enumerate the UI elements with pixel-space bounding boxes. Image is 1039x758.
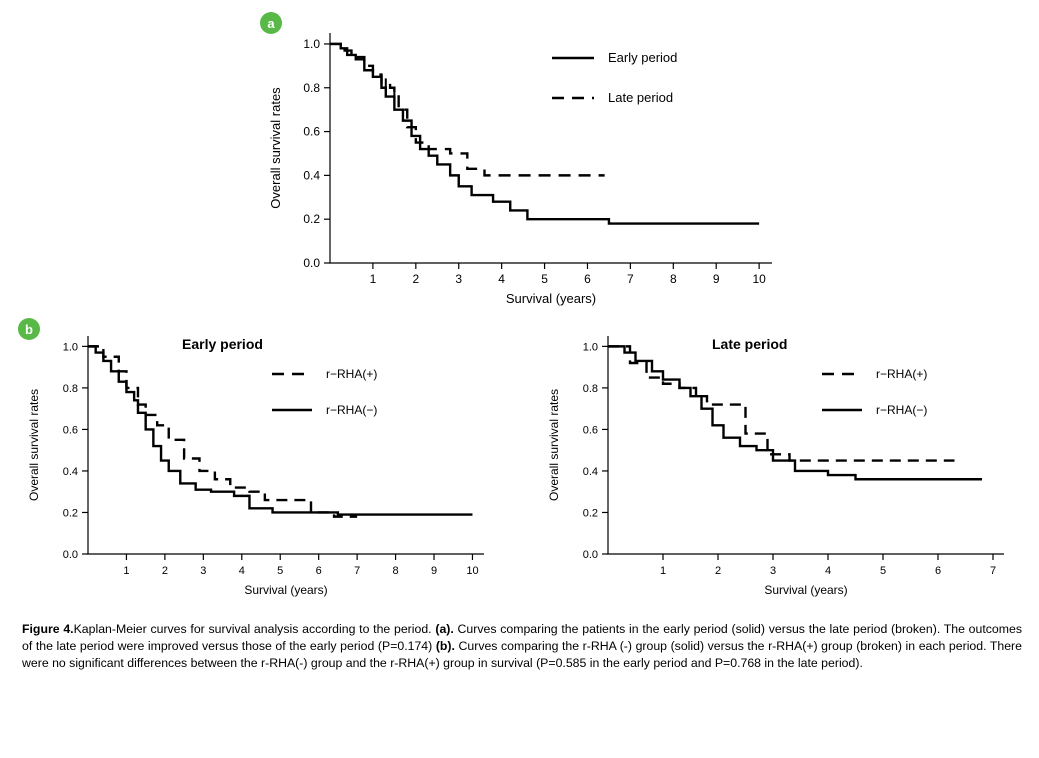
svg-text:7: 7 <box>627 272 634 286</box>
svg-text:0.6: 0.6 <box>303 125 320 139</box>
svg-text:r−RHA(−): r−RHA(−) <box>876 403 927 417</box>
badge-b-label: b <box>25 322 33 337</box>
svg-text:Survival (years): Survival (years) <box>244 583 327 597</box>
svg-text:2: 2 <box>162 565 168 577</box>
svg-text:Overall survival rates: Overall survival rates <box>268 87 283 209</box>
svg-text:1.0: 1.0 <box>583 341 598 353</box>
svg-text:0.0: 0.0 <box>63 549 78 561</box>
km-plot: 0.0 0.2 0.4 0.6 0.8 1.0 1 2 3 4 5 6 7 8 9 10 Survival (y… <box>22 324 502 604</box>
svg-text:7: 7 <box>990 565 996 577</box>
svg-text:4: 4 <box>239 565 245 577</box>
svg-text:2: 2 <box>715 565 721 577</box>
svg-text:0.4: 0.4 <box>583 466 598 478</box>
panel-b-row: b 0.0 0.2 0.4 0.6 0.8 1.0 1 2 3 4 5 6 7 8 9 10 Survival … <box>22 324 1022 609</box>
svg-text:4: 4 <box>825 565 831 577</box>
panel-a-row: a 0.0 0.2 0.4 0.6 0.8 1.0 1 2 3 4 5 6 7 8 9 10 Survival … <box>22 18 1022 318</box>
caption-b-label: (b). <box>436 639 455 653</box>
svg-text:0.8: 0.8 <box>303 81 320 95</box>
svg-text:Late period: Late period <box>608 90 673 105</box>
chart-b-early: 0.0 0.2 0.4 0.6 0.8 1.0 1 2 3 4 5 6 7 8 9 10 Survival (y… <box>22 324 502 609</box>
badge-a-label: a <box>267 16 274 31</box>
svg-text:8: 8 <box>393 565 399 577</box>
svg-text:1.0: 1.0 <box>303 37 320 51</box>
svg-text:r−RHA(−): r−RHA(−) <box>326 403 377 417</box>
caption-a-label: (a). <box>435 622 453 636</box>
chart-a: 0.0 0.2 0.4 0.6 0.8 1.0 1 2 3 4 5 6 7 8 9 10 Survival (y… <box>252 18 792 318</box>
svg-text:9: 9 <box>713 272 720 286</box>
svg-text:1: 1 <box>660 565 666 577</box>
km-plot: 0.0 0.2 0.4 0.6 0.8 1.0 1 2 3 4 5 6 7 8 9 10 Survival (y… <box>252 18 792 313</box>
svg-text:5: 5 <box>277 565 283 577</box>
svg-text:2: 2 <box>412 272 419 286</box>
svg-text:8: 8 <box>670 272 677 286</box>
svg-text:Overall survival rates: Overall survival rates <box>547 389 561 501</box>
svg-text:Survival (years): Survival (years) <box>506 291 596 306</box>
caption-lead: Kaplan-Meier curves for survival analysi… <box>74 622 436 636</box>
svg-text:0.2: 0.2 <box>583 507 598 519</box>
svg-text:10: 10 <box>466 565 478 577</box>
figure-caption: Figure 4.Kaplan-Meier curves for surviva… <box>22 621 1022 672</box>
svg-text:3: 3 <box>770 565 776 577</box>
svg-text:0.4: 0.4 <box>63 466 78 478</box>
chart-b-late: 0.0 0.2 0.4 0.6 0.8 1.0 1 2 3 4 5 6 7 Survival (years… <box>542 324 1022 609</box>
badge-b: b <box>18 318 40 340</box>
svg-text:0.0: 0.0 <box>303 256 320 270</box>
svg-text:3: 3 <box>200 565 206 577</box>
svg-text:0.6: 0.6 <box>583 424 598 436</box>
svg-text:0.0: 0.0 <box>583 549 598 561</box>
svg-text:Overall survival rates: Overall survival rates <box>27 389 41 501</box>
km-plot: 0.0 0.2 0.4 0.6 0.8 1.0 1 2 3 4 5 6 7 Survival (years… <box>542 324 1022 604</box>
svg-text:0.4: 0.4 <box>303 168 320 182</box>
svg-text:0.6: 0.6 <box>63 424 78 436</box>
svg-text:6: 6 <box>316 565 322 577</box>
svg-text:1: 1 <box>370 272 377 286</box>
svg-text:5: 5 <box>541 272 548 286</box>
badge-a: a <box>260 12 282 34</box>
svg-text:Survival (years): Survival (years) <box>764 583 847 597</box>
svg-text:1: 1 <box>123 565 129 577</box>
svg-text:10: 10 <box>752 272 766 286</box>
svg-text:6: 6 <box>935 565 941 577</box>
svg-text:5: 5 <box>880 565 886 577</box>
svg-text:0.8: 0.8 <box>63 383 78 395</box>
figure-container: a 0.0 0.2 0.4 0.6 0.8 1.0 1 2 3 4 5 6 7 8 9 10 Survival … <box>22 18 1022 672</box>
svg-text:7: 7 <box>354 565 360 577</box>
svg-text:0.8: 0.8 <box>583 383 598 395</box>
svg-text:3: 3 <box>455 272 462 286</box>
svg-text:0.2: 0.2 <box>303 212 320 226</box>
svg-text:Early period: Early period <box>608 50 677 65</box>
svg-text:Late period: Late period <box>712 336 787 352</box>
svg-text:0.2: 0.2 <box>63 507 78 519</box>
svg-text:4: 4 <box>498 272 505 286</box>
svg-text:1.0: 1.0 <box>63 341 78 353</box>
svg-text:6: 6 <box>584 272 591 286</box>
svg-text:9: 9 <box>431 565 437 577</box>
svg-text:Early period: Early period <box>182 336 263 352</box>
svg-text:r−RHA(+): r−RHA(+) <box>326 367 377 381</box>
figure-label: Figure 4. <box>22 622 74 636</box>
svg-text:r−RHA(+): r−RHA(+) <box>876 367 927 381</box>
